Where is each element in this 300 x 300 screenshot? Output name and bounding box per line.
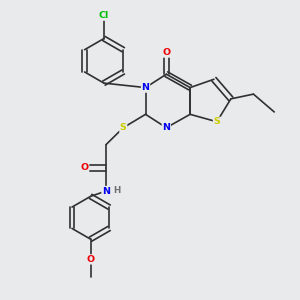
Text: H: H <box>114 186 121 195</box>
Text: O: O <box>80 163 89 172</box>
Text: S: S <box>214 117 220 126</box>
Text: O: O <box>162 48 170 57</box>
Text: O: O <box>86 255 94 264</box>
Text: Cl: Cl <box>99 11 109 20</box>
Text: N: N <box>162 123 170 132</box>
Text: N: N <box>142 83 149 92</box>
Text: S: S <box>120 123 127 132</box>
Text: N: N <box>102 187 110 196</box>
